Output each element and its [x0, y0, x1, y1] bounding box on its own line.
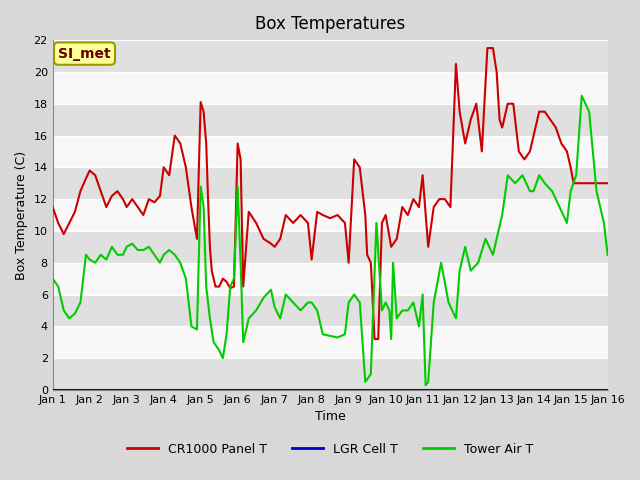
Bar — [52, 199, 607, 231]
Y-axis label: Box Temperature (C): Box Temperature (C) — [15, 150, 28, 279]
Bar — [52, 326, 607, 358]
Bar — [52, 263, 607, 295]
Text: SI_met: SI_met — [58, 47, 111, 60]
Bar — [52, 295, 607, 326]
X-axis label: Time: Time — [315, 410, 346, 423]
Bar — [52, 135, 607, 168]
Bar — [52, 358, 607, 390]
Bar — [52, 231, 607, 263]
Title: Box Temperatures: Box Temperatures — [255, 15, 405, 33]
Legend: CR1000 Panel T, LGR Cell T, Tower Air T: CR1000 Panel T, LGR Cell T, Tower Air T — [122, 438, 538, 461]
Bar — [52, 40, 607, 72]
Bar — [52, 72, 607, 104]
Bar — [52, 104, 607, 135]
Bar — [52, 168, 607, 199]
